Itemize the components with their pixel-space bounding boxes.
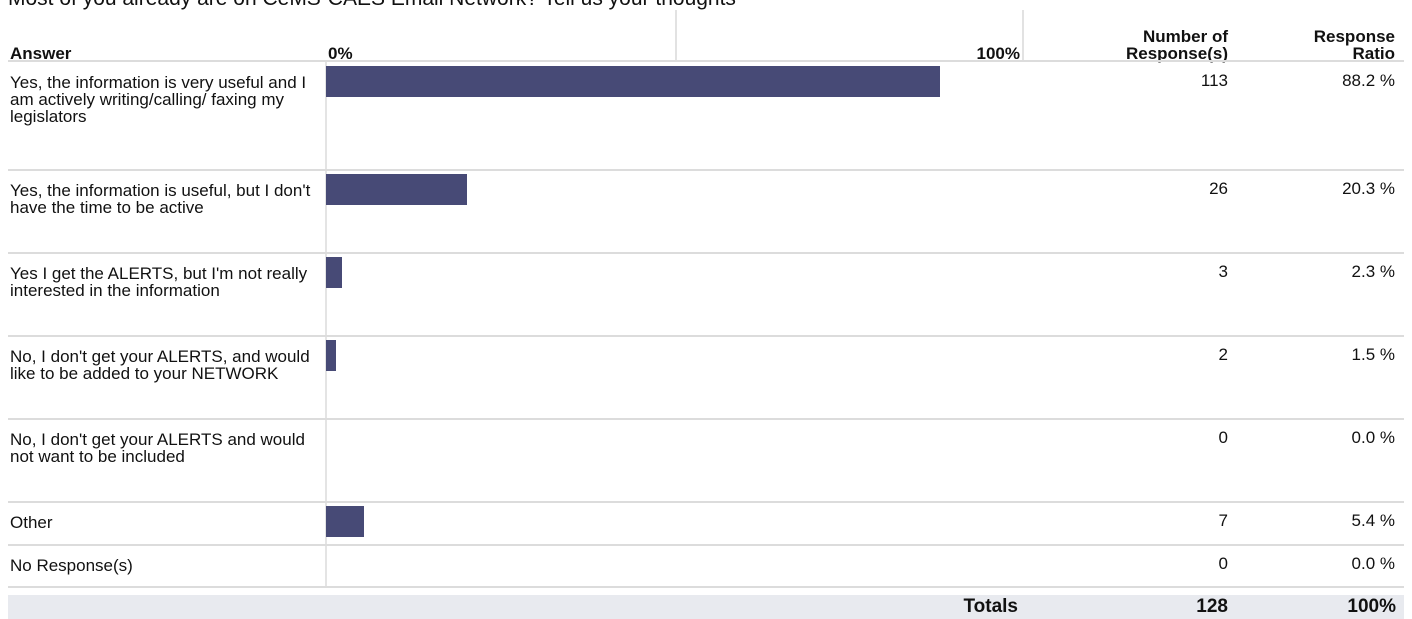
answer-label: Other — [10, 513, 53, 532]
response-count: 0 — [1218, 554, 1228, 573]
bar — [326, 66, 940, 97]
answer-label: No, I don't get your ALERTS and would no… — [10, 430, 305, 466]
answer-label: No, I don't get your ALERTS, and would l… — [10, 347, 310, 383]
response-count: 0 — [1218, 428, 1228, 447]
row-separator — [8, 335, 1404, 337]
row-separator — [8, 501, 1404, 503]
bar — [326, 340, 337, 371]
response-ratio: 0.0 % — [1351, 428, 1395, 447]
row-separator — [8, 169, 1404, 171]
answer-label: Yes, the information is very useful and … — [10, 73, 307, 126]
totals-row — [8, 595, 1404, 619]
response-ratio: 2.3 % — [1351, 262, 1395, 281]
response-count: 26 — [1209, 179, 1228, 198]
total-ratio: 100% — [1347, 596, 1396, 617]
response-ratio: 88.2 % — [1342, 71, 1395, 90]
response-ratio: 20.3 % — [1342, 179, 1395, 198]
response-count: 2 — [1218, 345, 1228, 364]
answer-label: Yes, the information is useful, but I do… — [10, 181, 311, 217]
header-divider — [1022, 10, 1024, 62]
row-separator — [8, 544, 1404, 546]
header-divider — [675, 10, 677, 62]
title: Most of you already are on CeMS-CAES Ema… — [8, 0, 736, 11]
row-separator — [8, 60, 1404, 62]
response-ratio: 1.5 % — [1351, 345, 1395, 364]
row-separator — [8, 586, 1404, 588]
response-ratio: 5.4 % — [1351, 511, 1395, 530]
row-separator — [8, 252, 1404, 254]
row-separator — [8, 418, 1404, 420]
x-tick-label: 100% — [976, 44, 1020, 63]
response-count: 3 — [1218, 262, 1228, 281]
x-tick-label: 0% — [328, 44, 353, 63]
count-header: Number of Response(s) — [1125, 27, 1228, 63]
totals-label: Totals — [963, 596, 1018, 617]
response-count: 113 — [1200, 71, 1228, 90]
bar — [326, 506, 364, 537]
bar — [326, 257, 342, 288]
answer-label: Yes I get the ALERTS, but I'm not really… — [10, 264, 308, 300]
ratio-header: Response Ratio — [1313, 27, 1395, 63]
axis-line — [325, 62, 327, 587]
answer-header: Answer — [10, 44, 72, 63]
answer-label: No Response(s) — [10, 556, 133, 575]
bar — [326, 174, 468, 205]
total-count: 128 — [1196, 596, 1228, 617]
response-count: 7 — [1218, 511, 1228, 530]
response-ratio: 0.0 % — [1351, 554, 1395, 573]
